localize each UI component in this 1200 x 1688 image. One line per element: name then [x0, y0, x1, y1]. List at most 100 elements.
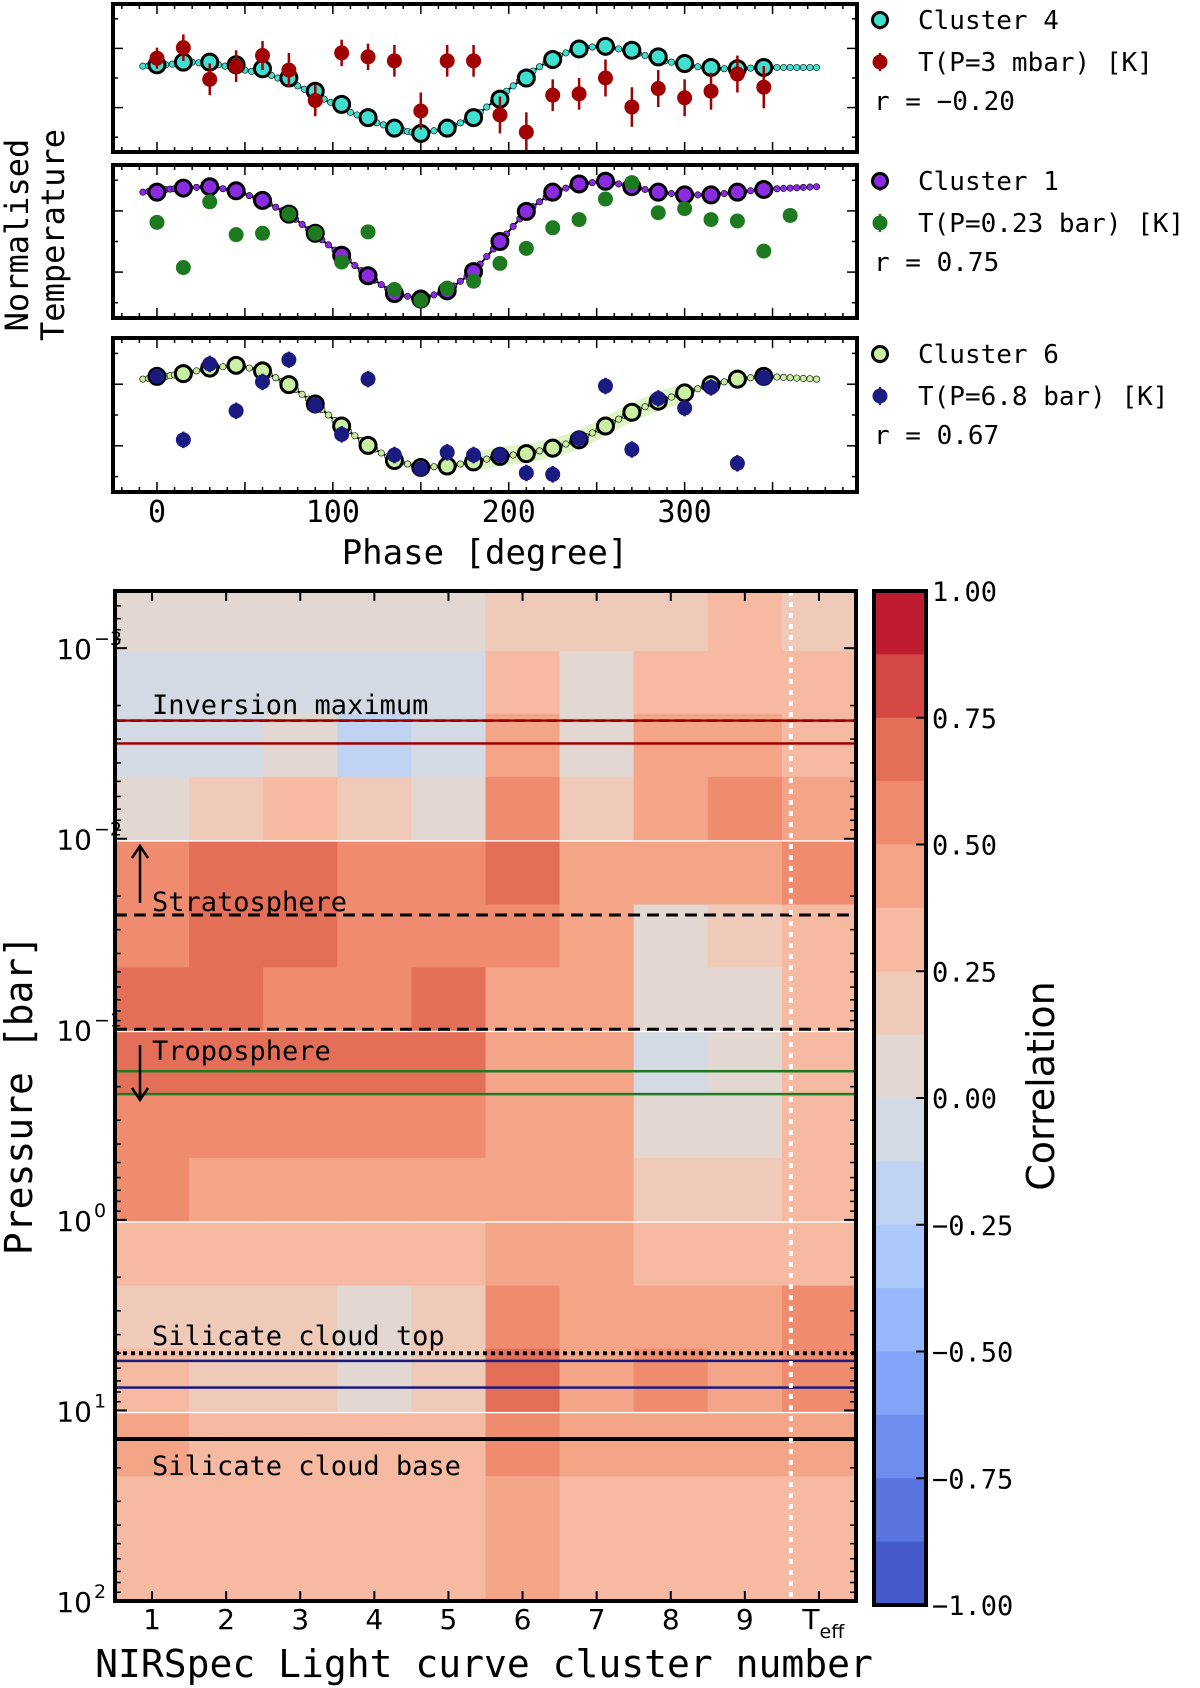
obs-point — [281, 62, 297, 78]
cluster-point — [226, 355, 246, 375]
cluster-curve-point — [813, 375, 821, 383]
heatmap-cell — [707, 1157, 783, 1222]
heatmap-cell — [115, 591, 190, 652]
obs-point — [413, 103, 429, 119]
cluster-point — [147, 182, 167, 202]
cluster-curve-point — [799, 63, 807, 71]
cluster-point — [675, 185, 695, 205]
heatmap-cell — [707, 776, 783, 841]
heatmap-cell — [559, 1476, 635, 1540]
heatmap-cell — [263, 776, 338, 841]
cluster-curve-point — [615, 415, 623, 423]
y-tick-label: 10 — [56, 1395, 92, 1428]
obs-point — [307, 397, 323, 413]
obs-point — [545, 220, 561, 236]
x-tick-label: 9 — [736, 1603, 754, 1636]
obs-point — [334, 254, 350, 270]
x-tick-label: 3 — [291, 1603, 309, 1636]
heatmap-cell — [263, 651, 338, 715]
cluster-curve-point — [139, 188, 147, 196]
cluster-point — [516, 201, 536, 221]
colorbar-bin — [874, 844, 926, 909]
cluster-curve-point — [747, 187, 755, 195]
cluster-curve-point — [272, 374, 280, 382]
heatmap-cell — [485, 713, 561, 778]
obs-point — [782, 207, 798, 223]
heatmap-cell — [115, 651, 190, 715]
heatmap-cell — [707, 591, 783, 652]
cluster-curve-point — [806, 63, 814, 71]
cluster-curve-point — [786, 374, 794, 382]
cluster-curve-point — [562, 49, 570, 57]
obs-point — [492, 107, 508, 123]
heatmap-cell — [263, 1222, 338, 1287]
colorbar-bin — [874, 717, 926, 782]
cluster-curve-point — [193, 367, 201, 375]
panel-frame — [111, 2, 859, 154]
heatmap-cell — [337, 1095, 412, 1159]
heatmap-cell — [559, 967, 635, 1031]
cluster-curve-point — [298, 220, 306, 228]
heatmap-cell — [115, 1157, 190, 1222]
heatmap-cell — [115, 1348, 190, 1412]
obs-point — [624, 99, 640, 115]
heatmap-cell — [781, 1413, 857, 1477]
cluster-curve-point — [351, 261, 359, 269]
obs-point — [360, 224, 376, 240]
cluster-curve-point — [219, 363, 227, 371]
heatmap-cell — [411, 841, 486, 905]
heatmap-cell — [263, 1157, 338, 1222]
obs-point — [228, 58, 244, 74]
cluster-point — [648, 47, 668, 67]
x-tick-label: 200 — [482, 495, 536, 530]
x-tick-label: 8 — [662, 1603, 680, 1636]
heatmap-cell — [559, 841, 635, 905]
panel-2: Cluster 1 T(P=0.23 bar) [K] r = 0.75 — [111, 163, 1184, 320]
colorbar-bin — [874, 1541, 926, 1606]
cluster-point — [569, 39, 589, 59]
panel-frame — [111, 163, 859, 320]
cluster-point — [543, 182, 563, 202]
heatmap-cell — [411, 1032, 486, 1096]
obs-point — [703, 379, 719, 395]
cluster-curve-point — [641, 403, 649, 411]
heatmap-cell — [189, 776, 264, 841]
top-xlabel: Phase [degree] — [342, 533, 629, 573]
cluster-curve-point — [615, 180, 623, 188]
heatmap-cell — [633, 1222, 709, 1287]
heatmap-cell — [115, 1032, 190, 1096]
cluster-point — [173, 364, 193, 384]
colorbar-bin — [874, 1478, 926, 1543]
heatmap-cell — [633, 841, 709, 905]
heatmap-cell — [411, 776, 486, 841]
x-tick-label: 2 — [217, 1603, 235, 1636]
obs-point — [545, 87, 561, 103]
obs-point — [307, 92, 323, 108]
x-tick-label-teff: T — [801, 1603, 820, 1636]
obs-point — [228, 403, 244, 419]
heatmap-cell — [411, 967, 486, 1031]
cluster-point — [569, 174, 589, 194]
obs-point — [255, 48, 271, 64]
heatmap-cell — [707, 967, 783, 1031]
heatmap-cell — [781, 1476, 857, 1540]
obs-point — [202, 356, 218, 372]
heatmap-cell — [411, 651, 486, 715]
heatmap-cell — [707, 1222, 783, 1287]
colorbar-bin — [874, 1161, 926, 1226]
top-ylabel-line1: Normalised — [0, 139, 36, 332]
cluster-curve-point — [615, 45, 623, 53]
obs-point — [439, 280, 455, 296]
cluster-curve-point — [799, 374, 807, 382]
heatmap-cell — [707, 1032, 783, 1096]
x-tick-label: 1 — [143, 1603, 161, 1636]
heatmap-cell — [781, 651, 857, 715]
heatmap-cell — [337, 841, 412, 905]
y-tick-label: 10 — [56, 824, 92, 857]
heatmap-cell — [485, 591, 561, 652]
heatmap-cell — [411, 1413, 486, 1477]
heatmap-cell — [781, 591, 857, 652]
heatmap-cell — [189, 967, 264, 1031]
y-tick-label: 10 — [56, 1014, 92, 1047]
cluster-curve-point — [536, 198, 544, 206]
